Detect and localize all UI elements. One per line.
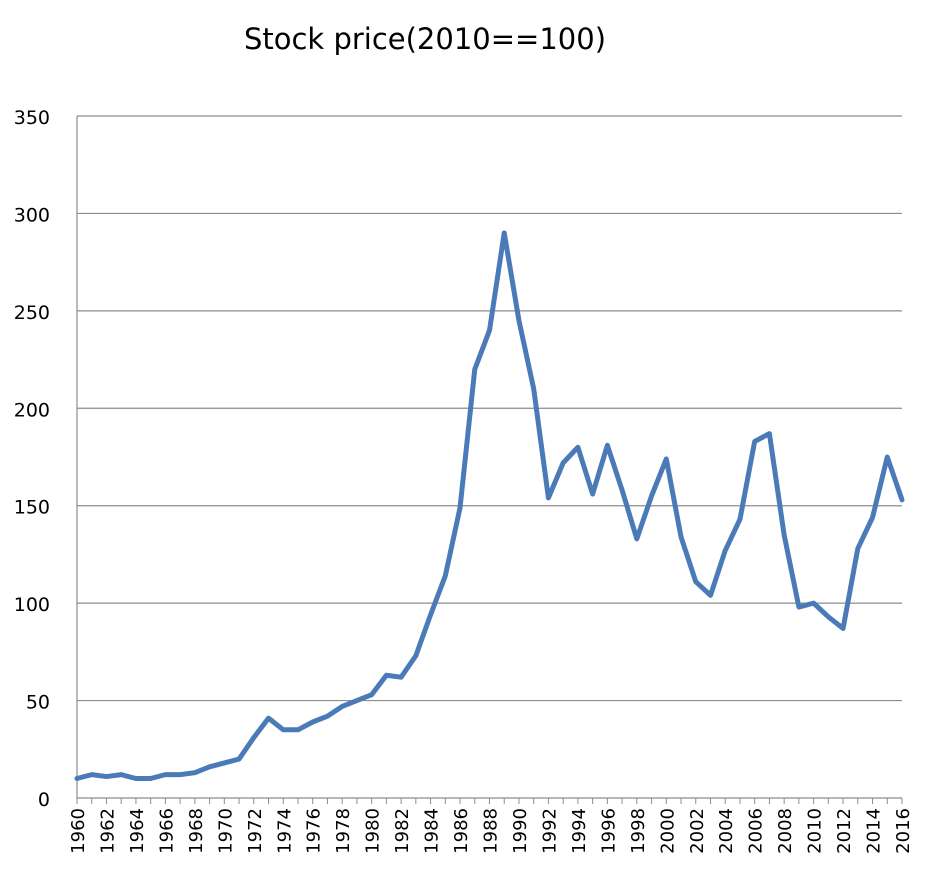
x-tick-label: 2006 (746, 808, 767, 854)
chart-title: Stock price(2010==100) (243, 22, 607, 56)
x-tick-label: 2016 (893, 808, 914, 854)
x-tick-label: 1964 (127, 808, 148, 854)
x-tick-label: 1972 (245, 808, 266, 854)
x-tick-label: 1986 (451, 808, 472, 854)
y-tick-label: 150 (14, 497, 50, 519)
x-tick-label: 2014 (864, 808, 885, 854)
x-tick-label: 2008 (775, 808, 796, 854)
y-tick-label: 300 (14, 204, 50, 226)
gridlines (77, 115, 902, 702)
y-tick-label: 50 (26, 692, 50, 714)
x-tick-label: 1984 (422, 808, 443, 854)
x-tick-label: 1962 (97, 808, 118, 854)
x-tick-label: 1998 (628, 808, 649, 854)
y-tick-label: 0 (38, 789, 50, 811)
series-line (74, 230, 905, 782)
x-tick-label: 1978 (333, 808, 354, 854)
axes (76, 116, 903, 804)
x-tick-label: 1994 (569, 808, 590, 854)
x-tick-label: 1996 (598, 808, 619, 854)
y-tick-label: 250 (14, 302, 50, 324)
x-tick-label: 1974 (274, 808, 295, 854)
x-tick-label: 2002 (687, 808, 708, 854)
y-tick-labels: 0 50 100 150 200 250 300 350 (14, 107, 50, 811)
x-tick-label: 1970 (215, 808, 236, 854)
x-tick-label: 1968 (186, 808, 207, 854)
y-tick-label: 100 (14, 594, 50, 616)
x-tick-labels: 1960 1962 1964 1966 1968 1970 1972 1974 1976 1978… (68, 808, 914, 854)
x-tick-label: 1988 (481, 808, 502, 854)
x-tick-label: 1982 (392, 808, 413, 854)
x-tick-label: 2004 (716, 808, 737, 854)
y-tick-label: 200 (14, 399, 50, 421)
x-tick-label: 1966 (156, 808, 177, 854)
x-tick-label: 2010 (805, 808, 826, 854)
x-tick-label: 1992 (539, 808, 560, 854)
x-tick-label: 2012 (834, 808, 855, 854)
y-tick-label: 350 (14, 107, 50, 129)
x-tick-label: 1960 (68, 808, 89, 854)
x-tick-label: 2000 (657, 808, 678, 854)
series-layer (74, 230, 905, 782)
x-tick-label: 1990 (510, 808, 531, 854)
x-tick-label: 1980 (363, 808, 384, 854)
x-tick-label: 1976 (304, 808, 325, 854)
